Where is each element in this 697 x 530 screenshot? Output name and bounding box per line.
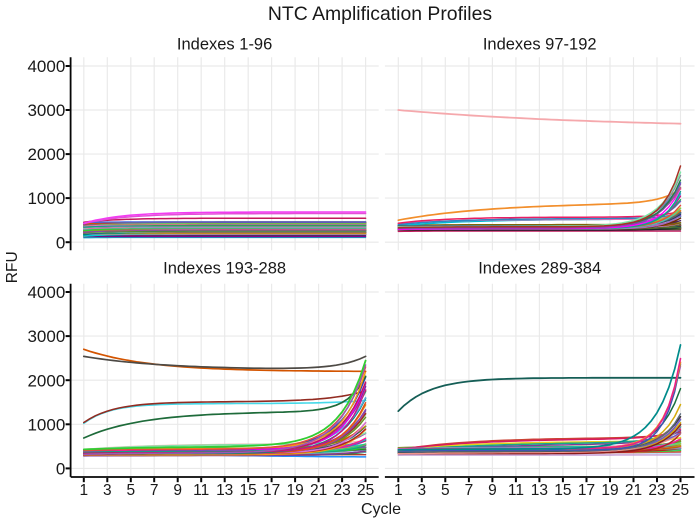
svg-text:19: 19: [601, 482, 618, 499]
svg-text:1: 1: [394, 482, 403, 499]
svg-text:0: 0: [56, 460, 65, 479]
svg-text:4000: 4000: [27, 283, 65, 302]
svg-text:0: 0: [56, 233, 65, 252]
svg-text:25: 25: [672, 482, 689, 499]
svg-text:2000: 2000: [27, 371, 65, 390]
svg-text:9: 9: [173, 482, 182, 499]
svg-text:13: 13: [216, 482, 233, 499]
svg-text:21: 21: [310, 482, 327, 499]
svg-text:11: 11: [508, 482, 524, 499]
svg-text:2000: 2000: [27, 145, 65, 164]
svg-text:3000: 3000: [27, 101, 65, 120]
svg-text:3000: 3000: [27, 327, 65, 346]
svg-text:7: 7: [465, 482, 474, 499]
svg-text:RFU: RFU: [4, 251, 21, 283]
svg-text:11: 11: [193, 482, 209, 499]
svg-text:15: 15: [240, 482, 257, 499]
svg-text:17: 17: [263, 482, 280, 499]
svg-text:5: 5: [441, 482, 450, 499]
svg-text:NTC Amplification Profiles: NTC Amplification Profiles: [268, 3, 492, 25]
svg-text:7: 7: [150, 482, 159, 499]
svg-text:1: 1: [79, 482, 88, 499]
svg-text:13: 13: [531, 482, 548, 499]
svg-text:3: 3: [103, 482, 112, 499]
svg-text:19: 19: [286, 482, 303, 499]
svg-text:15: 15: [554, 482, 571, 499]
svg-text:9: 9: [488, 482, 497, 499]
svg-text:1000: 1000: [27, 415, 65, 434]
svg-text:Indexes 97-192: Indexes 97-192: [483, 35, 597, 53]
svg-text:25: 25: [357, 482, 374, 499]
svg-text:23: 23: [333, 482, 350, 499]
svg-text:3: 3: [417, 482, 426, 499]
svg-text:Indexes 289-384: Indexes 289-384: [478, 260, 601, 278]
svg-text:Indexes 193-288: Indexes 193-288: [163, 260, 286, 278]
svg-text:17: 17: [578, 482, 595, 499]
svg-text:5: 5: [126, 482, 135, 499]
svg-text:21: 21: [625, 482, 642, 499]
svg-text:23: 23: [648, 482, 665, 499]
svg-text:1000: 1000: [27, 189, 65, 208]
svg-text:4000: 4000: [27, 57, 65, 76]
svg-text:Indexes 1-96: Indexes 1-96: [177, 35, 272, 53]
svg-text:Cycle: Cycle: [361, 501, 401, 518]
